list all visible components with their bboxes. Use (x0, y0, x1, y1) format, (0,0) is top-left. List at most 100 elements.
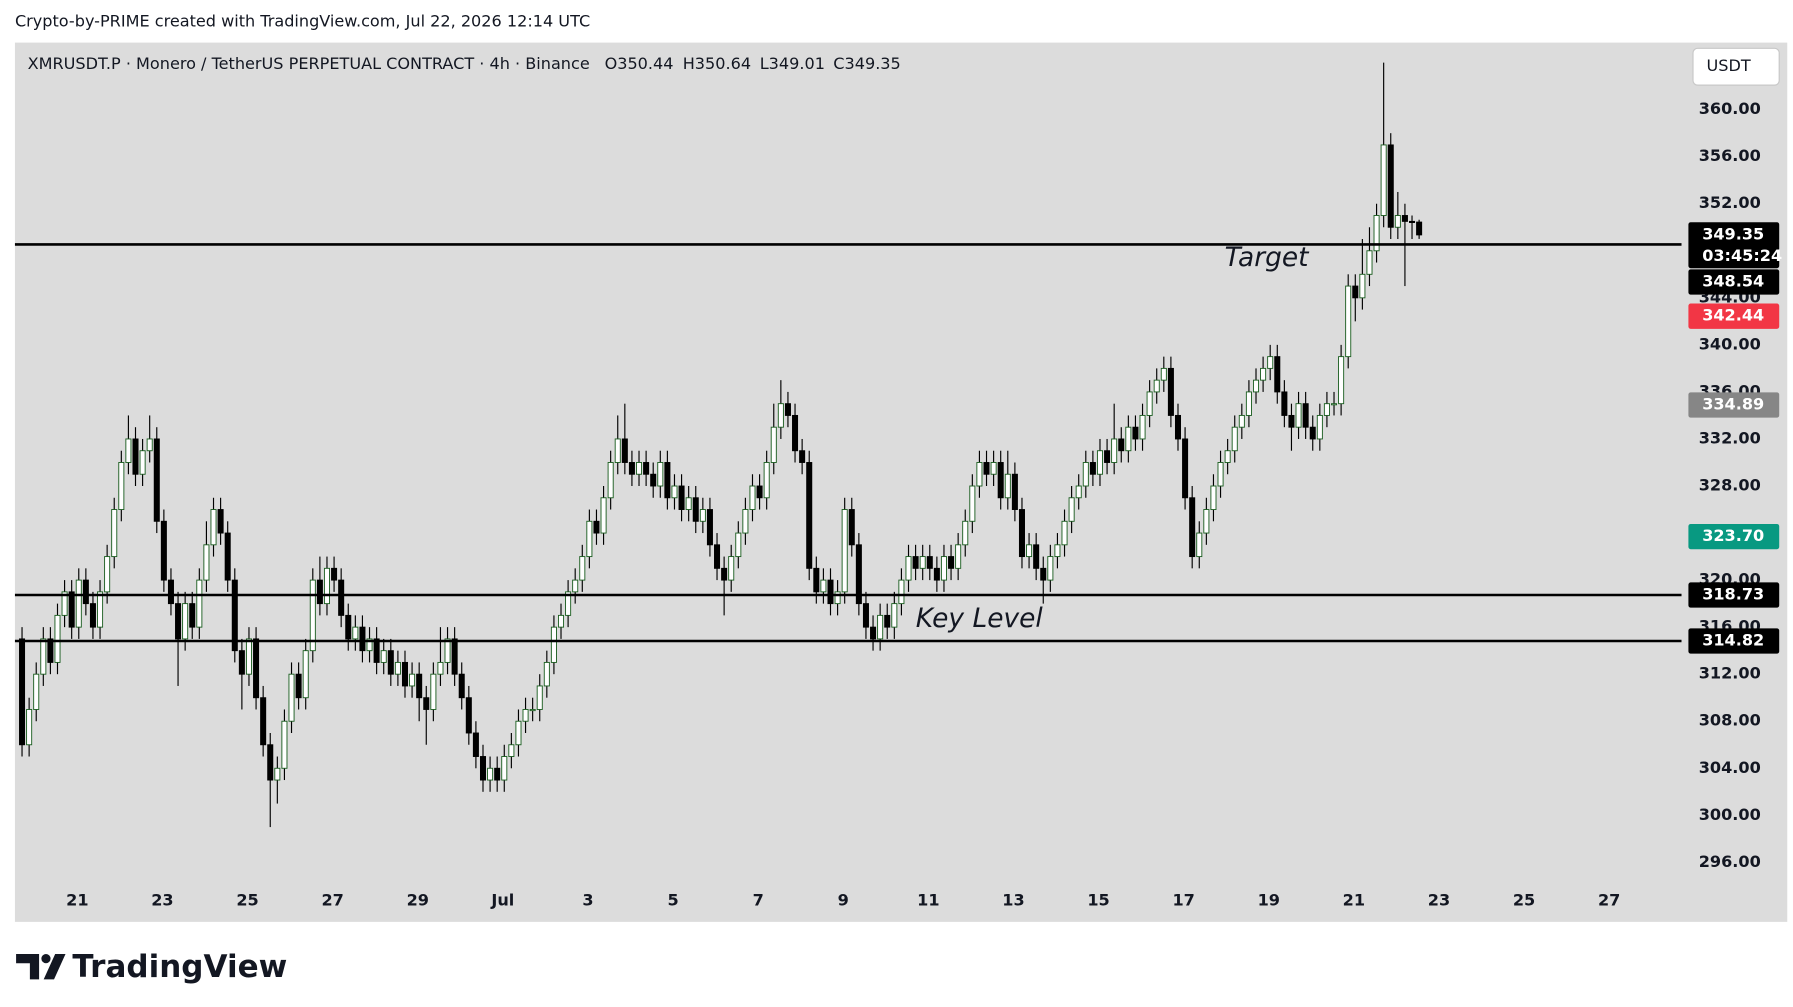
candle-body (47, 638, 54, 663)
candle-body (579, 556, 586, 581)
currency-label[interactable]: USDT (1707, 56, 1751, 75)
candle-body (976, 462, 983, 487)
candle-body (784, 403, 791, 416)
candle-body (182, 603, 189, 640)
candle-body (267, 744, 274, 781)
candle-body (1096, 450, 1103, 475)
candle-body (997, 462, 1004, 499)
candle-body (1139, 414, 1146, 440)
candle-body (721, 567, 728, 581)
candle-body (870, 626, 877, 640)
candle-body (1252, 379, 1260, 393)
ohlc-low: L349.01 (760, 54, 825, 73)
candle-body (763, 462, 770, 499)
y-tick-label: 328.00 (1699, 476, 1761, 495)
candle-body (1026, 544, 1033, 558)
candle-body (1217, 462, 1224, 487)
ohlc-high: H350.64 (683, 54, 751, 73)
y-tick-label: 312.00 (1699, 664, 1761, 683)
candle-body (1075, 485, 1082, 499)
candle-body (352, 626, 359, 640)
candle-body (1054, 544, 1061, 558)
candle-body (1281, 391, 1288, 416)
candle-body (153, 438, 160, 522)
candle-body (557, 614, 565, 628)
candle-body (97, 591, 104, 628)
candle-body (40, 638, 47, 675)
candle-body (160, 520, 167, 581)
candle-body (685, 497, 692, 510)
candle-body (1231, 426, 1238, 452)
candle-body (678, 485, 685, 510)
candle-body (515, 720, 522, 746)
candle-body (891, 603, 898, 628)
x-tick-label: 25 (1513, 891, 1535, 910)
price-label: 349.35 (1702, 224, 1764, 243)
currency-button[interactable]: USDT (1692, 47, 1780, 86)
header-text: Crypto-by-PRIME created with TradingView… (15, 11, 590, 30)
y-tick-label: 296.00 (1699, 852, 1761, 871)
candle-body (657, 462, 664, 487)
candle-body (522, 709, 529, 722)
x-tick-label: 9 (838, 891, 849, 910)
candle-body (111, 509, 118, 558)
logo-text: TradingView (72, 949, 287, 985)
candle-body (387, 650, 394, 675)
price-label: 334.89 (1702, 394, 1764, 413)
candle-body (1260, 367, 1267, 381)
candle-body (820, 579, 827, 593)
logo-dot (41, 954, 51, 964)
candle-body (1238, 414, 1245, 428)
currency-button-bg[interactable] (1692, 47, 1780, 86)
candle-body (799, 450, 806, 463)
candle-body (848, 509, 855, 546)
candle-body (82, 579, 89, 605)
candle-body (671, 485, 678, 499)
candle-body (1359, 273, 1366, 299)
candle-body (416, 673, 423, 699)
y-tick-label: 300.00 (1699, 805, 1761, 824)
candle-body (323, 567, 330, 605)
candle-body (728, 556, 735, 581)
candle-body (465, 697, 472, 734)
candle-body (1146, 391, 1153, 416)
price-label: 323.70 (1702, 526, 1764, 545)
annotation: Key Level (916, 603, 1044, 634)
candle-body (167, 579, 174, 605)
candle-body (1387, 144, 1394, 228)
plot (14, 62, 1682, 828)
candle-body (877, 614, 884, 640)
candle-body (1274, 356, 1281, 393)
candle-body (366, 638, 373, 652)
price-label: 348.54 (1702, 272, 1764, 291)
candle-body (898, 579, 905, 605)
candle-body (309, 579, 316, 652)
price-label-box (1688, 222, 1780, 269)
candle-body (621, 438, 628, 463)
candle-body (61, 591, 68, 616)
candle-body (614, 438, 621, 463)
candle-body (749, 485, 756, 510)
candle-body (862, 603, 869, 628)
y-tick-label: 304.00 (1699, 758, 1761, 777)
candle-body (33, 673, 40, 710)
candle-body (146, 438, 153, 452)
candle-body (1245, 391, 1252, 416)
candle-body (1345, 285, 1352, 358)
x-tick-label: 21 (1343, 891, 1365, 910)
candle-body (458, 673, 465, 699)
candle-body (756, 485, 763, 499)
candle-body (699, 509, 706, 522)
price-label: 314.82 (1702, 631, 1764, 650)
candle-body (792, 414, 799, 452)
candle-body (380, 650, 387, 663)
candle-body (1167, 367, 1174, 416)
x-tick-label: 5 (667, 891, 678, 910)
candle-body (437, 661, 444, 675)
candle-body (643, 462, 650, 475)
candle-body (373, 638, 380, 663)
candle-body (1196, 532, 1203, 558)
candle-body (692, 497, 699, 522)
candle-body (253, 638, 260, 699)
x-tick-label: 27 (321, 891, 343, 910)
